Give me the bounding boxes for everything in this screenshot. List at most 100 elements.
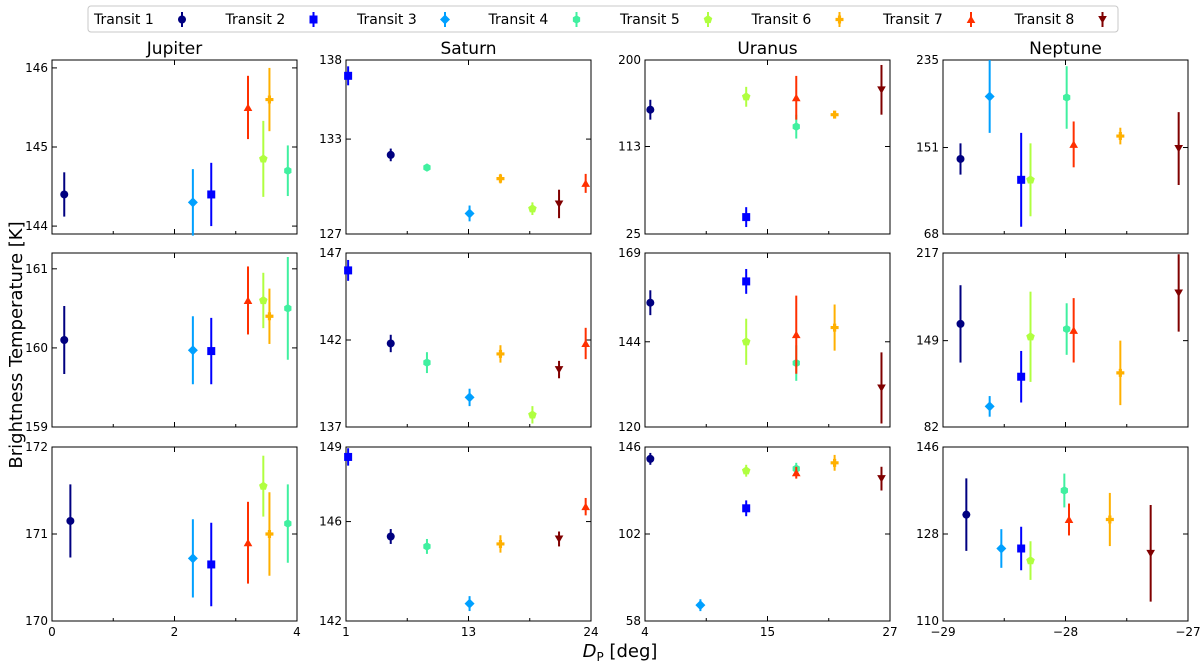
- data-marker: [386, 532, 395, 541]
- data-marker: [1116, 132, 1125, 141]
- y-tick-label: 145: [25, 140, 48, 154]
- data-marker: [528, 204, 537, 213]
- data-marker: [187, 197, 198, 208]
- data-point-transit-4: [423, 538, 431, 554]
- data-point-transit-6: [496, 345, 505, 363]
- data-point-transit-7: [791, 75, 801, 120]
- data-point-transit-7: [581, 327, 590, 360]
- y-tick-label: 159: [25, 420, 48, 434]
- panel-neptune-1: 68 151 235: [916, 53, 1189, 241]
- data-point-transit-4: [423, 352, 431, 374]
- data-point-transit-1: [386, 148, 395, 162]
- axes-frame: [644, 252, 891, 428]
- data-point-transit-4: [284, 256, 292, 360]
- legend-marker: [440, 14, 450, 25]
- panel-jupiter-3: 0 2 4 170 171 172: [25, 440, 301, 639]
- data-point-transit-5: [1026, 143, 1035, 217]
- data-point-transit-2: [742, 500, 751, 517]
- data-point-transit-1: [646, 290, 655, 316]
- y-tick-label: 146: [25, 61, 48, 75]
- panel-uranus-2: 120 144 169: [618, 246, 891, 434]
- data-point-transit-7: [243, 266, 253, 335]
- data-marker: [581, 502, 590, 511]
- x-axis-label-unit: [deg]: [604, 641, 658, 662]
- data-point-transit-2: [207, 317, 216, 385]
- panel-uranus-3: 4 15 27 58 102 146: [618, 440, 898, 639]
- data-marker: [646, 298, 655, 307]
- y-tick-label: 217: [916, 246, 939, 260]
- data-marker: [742, 504, 751, 513]
- y-tick-label: 113: [618, 140, 641, 154]
- axes-frame: [644, 446, 891, 622]
- data-point-transit-4: [1063, 303, 1071, 355]
- data-point-transit-2: [344, 259, 353, 281]
- y-tick-label: 137: [319, 420, 342, 434]
- y-tick-label: 102: [618, 527, 641, 541]
- data-point-transit-4: [1060, 473, 1068, 508]
- data-marker: [792, 122, 800, 131]
- y-tick-label: 68: [924, 227, 939, 241]
- data-point-transit-6: [1116, 340, 1125, 406]
- panel-title: Saturn: [440, 39, 496, 59]
- data-point-transit-5: [259, 455, 268, 517]
- panels: Jupiter Saturn Uranus Neptune14414514612713…: [25, 39, 1200, 639]
- data-marker: [187, 553, 198, 564]
- data-point-transit-5: [1026, 541, 1035, 580]
- y-tick-label: 25: [626, 227, 641, 241]
- data-marker: [1146, 549, 1155, 558]
- data-point-transit-2: [742, 268, 751, 294]
- data-point-transit-1: [956, 285, 965, 363]
- data-point-transit-8: [554, 360, 564, 379]
- data-point-transit-7: [243, 501, 253, 584]
- y-tick-label: 138: [319, 53, 342, 67]
- data-point-transit-6: [1105, 492, 1114, 547]
- data-marker: [243, 538, 253, 547]
- y-tick-label: 127: [319, 227, 342, 241]
- data-marker: [1026, 556, 1035, 565]
- data-marker: [742, 277, 751, 286]
- legend-marker: [1098, 16, 1107, 24]
- data-point-transit-2: [344, 448, 353, 466]
- panel-title: Uranus: [737, 39, 797, 59]
- data-point-transit-7: [1064, 503, 1074, 536]
- data-point-transit-8: [554, 531, 564, 547]
- data-point-transit-3: [187, 316, 198, 385]
- axes-frame: [345, 59, 592, 235]
- data-marker: [496, 349, 505, 358]
- data-point-transit-6: [830, 304, 839, 351]
- x-tick-label: −29: [930, 625, 955, 639]
- y-tick-label: 144: [25, 219, 48, 233]
- data-marker: [243, 103, 253, 111]
- y-tick-label: 172: [25, 440, 48, 454]
- data-marker: [554, 535, 564, 543]
- data-point-transit-4: [284, 484, 292, 563]
- data-marker: [1017, 372, 1026, 381]
- y-tick-label: 128: [916, 527, 939, 541]
- data-point-transit-8: [1146, 505, 1155, 602]
- data-marker: [207, 347, 216, 356]
- data-point-transit-2: [344, 66, 353, 86]
- legend-marker: [966, 15, 976, 23]
- x-tick-label: 2: [171, 625, 179, 639]
- data-marker: [1105, 515, 1114, 524]
- data-marker: [344, 71, 353, 80]
- data-point-transit-3: [695, 599, 706, 612]
- data-point-transit-1: [646, 452, 655, 465]
- x-tick-label: 4: [293, 625, 301, 639]
- panel-jupiter-2: 159 160 161: [25, 252, 298, 434]
- data-marker: [1063, 93, 1071, 102]
- data-marker: [1174, 289, 1183, 297]
- data-marker: [344, 266, 353, 275]
- data-marker: [830, 323, 839, 332]
- data-marker: [996, 543, 1007, 554]
- x-tick-label: 24: [583, 625, 598, 639]
- data-marker: [423, 358, 431, 367]
- data-marker: [877, 384, 886, 392]
- data-marker: [830, 458, 839, 467]
- data-marker: [207, 190, 216, 199]
- axes-frame: [644, 59, 891, 235]
- data-marker: [1060, 486, 1068, 495]
- data-point-transit-6: [265, 67, 274, 132]
- data-marker: [1026, 175, 1035, 184]
- data-marker: [60, 190, 69, 199]
